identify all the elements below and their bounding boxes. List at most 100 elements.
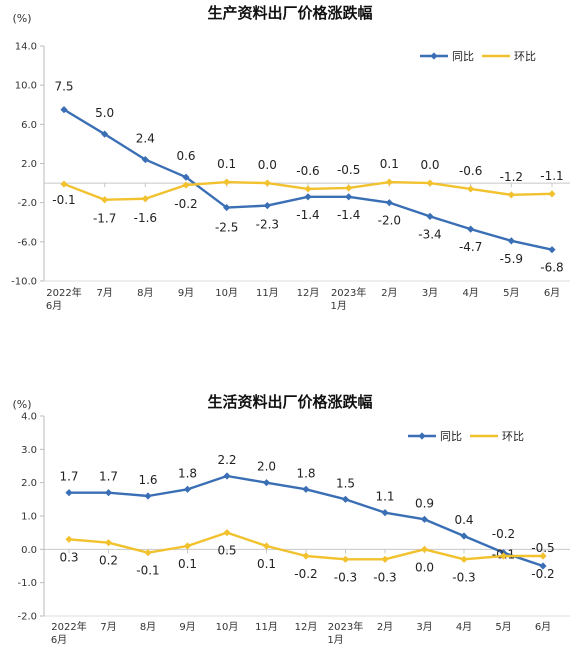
data-point <box>460 555 468 563</box>
data-label: 1.6 <box>138 473 157 487</box>
data-label: 0.2 <box>99 554 118 568</box>
data-point <box>101 196 109 204</box>
y-tick-label: 14.0 <box>15 42 37 53</box>
data-point <box>183 542 192 550</box>
data-point <box>141 195 149 203</box>
data-label: -0.3 <box>334 570 357 584</box>
data-label: 1.5 <box>336 476 355 490</box>
data-point <box>548 246 556 254</box>
data-label: -1.4 <box>337 208 360 222</box>
data-label: -0.6 <box>296 164 319 178</box>
x-tick-label: 10月 <box>215 287 238 299</box>
data-point <box>548 190 556 198</box>
legend-label: 同比 <box>440 430 462 443</box>
data-point <box>467 225 475 233</box>
data-point <box>65 489 73 497</box>
x-tick-label: 12月 <box>297 287 320 299</box>
x-tick-label: 4月 <box>462 287 478 299</box>
data-label: 0.5 <box>217 544 236 558</box>
y-tick-label: -6.0 <box>17 237 37 248</box>
data-label: 1.8 <box>296 466 315 480</box>
data-point <box>381 509 389 517</box>
legend-label: 同比 <box>452 50 474 63</box>
data-label: -0.5 <box>531 541 554 555</box>
legend-label: 环比 <box>514 50 536 63</box>
data-point <box>539 552 547 560</box>
data-point <box>263 202 271 210</box>
x-tick-label: 12月 <box>295 621 318 633</box>
data-point <box>460 532 468 540</box>
data-point <box>304 193 312 201</box>
x-tick-label: 9月 <box>178 287 194 299</box>
data-point <box>345 184 353 192</box>
data-point <box>101 130 109 138</box>
data-label: -1.1 <box>540 169 563 183</box>
data-label: 0.4 <box>454 513 473 527</box>
data-label: -0.2 <box>492 527 515 541</box>
data-label: -1.7 <box>93 212 116 226</box>
x-tick-label: 9月 <box>179 621 195 633</box>
data-label: 0.0 <box>420 158 439 172</box>
data-point <box>426 212 434 220</box>
data-point <box>262 479 271 487</box>
data-point <box>539 562 547 570</box>
y-tick-label: 2.0 <box>21 159 37 170</box>
data-label: -0.2 <box>531 567 554 581</box>
data-label: 0.3 <box>59 550 78 564</box>
data-point <box>182 173 190 181</box>
data-label: 2.0 <box>257 460 276 474</box>
y-tick-label: -2.0 <box>17 612 37 623</box>
data-point <box>420 545 429 553</box>
legend-label: 环比 <box>502 430 524 443</box>
data-point <box>60 180 68 188</box>
data-point <box>304 185 312 193</box>
data-label: -1.4 <box>296 208 319 222</box>
data-label: 0.1 <box>380 157 399 171</box>
x-tick-label: 7月 <box>100 621 116 633</box>
legend-swatch-marker <box>430 52 438 60</box>
data-point <box>223 529 231 537</box>
x-tick-label: 3月 <box>422 287 438 299</box>
data-point <box>262 542 271 550</box>
data-label: 0.1 <box>178 557 197 571</box>
x-tick-label: 6月 <box>51 634 67 646</box>
data-point <box>104 539 113 547</box>
x-tick-label: 2023年 <box>328 620 363 633</box>
data-point <box>420 515 429 523</box>
data-label: -0.5 <box>337 163 360 177</box>
data-label: 0.6 <box>176 149 195 163</box>
chart-production-materials: 生产资料出厂价格涨跌幅 (%) 14.0 10.0 6.0 2.0 -2.0 -6.0 -10.… <box>0 0 581 320</box>
data-point <box>144 492 152 500</box>
data-point <box>144 549 152 557</box>
x-tick-label: 5月 <box>495 621 511 633</box>
data-label: 1.8 <box>178 466 197 480</box>
data-point <box>385 178 393 186</box>
data-label: -5.9 <box>500 252 523 266</box>
y-tick-label: 4.0 <box>21 412 37 423</box>
y-tick-label: 1.0 <box>21 512 37 523</box>
data-label: 2.2 <box>217 453 236 467</box>
x-tick-label: 2022年 <box>46 286 81 299</box>
data-point <box>65 535 73 543</box>
x-tick-label: 2月 <box>377 621 393 633</box>
data-label: 5.0 <box>95 106 114 120</box>
x-tick-label: 8月 <box>140 621 156 633</box>
data-point <box>507 191 515 199</box>
data-label: 0.1 <box>257 557 276 571</box>
y-axis-unit: (%) <box>12 398 31 411</box>
data-label: -3.4 <box>418 227 441 241</box>
data-point <box>381 555 389 563</box>
x-tick-label: 5月 <box>503 287 519 299</box>
data-point <box>467 185 475 193</box>
data-point <box>345 193 353 201</box>
chart-title: 生产资料出厂价格涨跌幅 <box>207 4 372 22</box>
y-tick-label: -10.0 <box>11 277 37 288</box>
data-label: 1.7 <box>99 470 118 484</box>
x-tick-label: 2022年 <box>51 620 86 633</box>
x-tick-label: 2023年 <box>331 286 366 299</box>
data-label: 2.4 <box>136 132 155 146</box>
y-tick-label: 0.0 <box>21 545 37 556</box>
y-tick-label: 3.0 <box>21 445 37 456</box>
chart-title: 生活资料出厂价格涨跌幅 <box>207 393 372 411</box>
data-label: 7.5 <box>54 80 73 94</box>
